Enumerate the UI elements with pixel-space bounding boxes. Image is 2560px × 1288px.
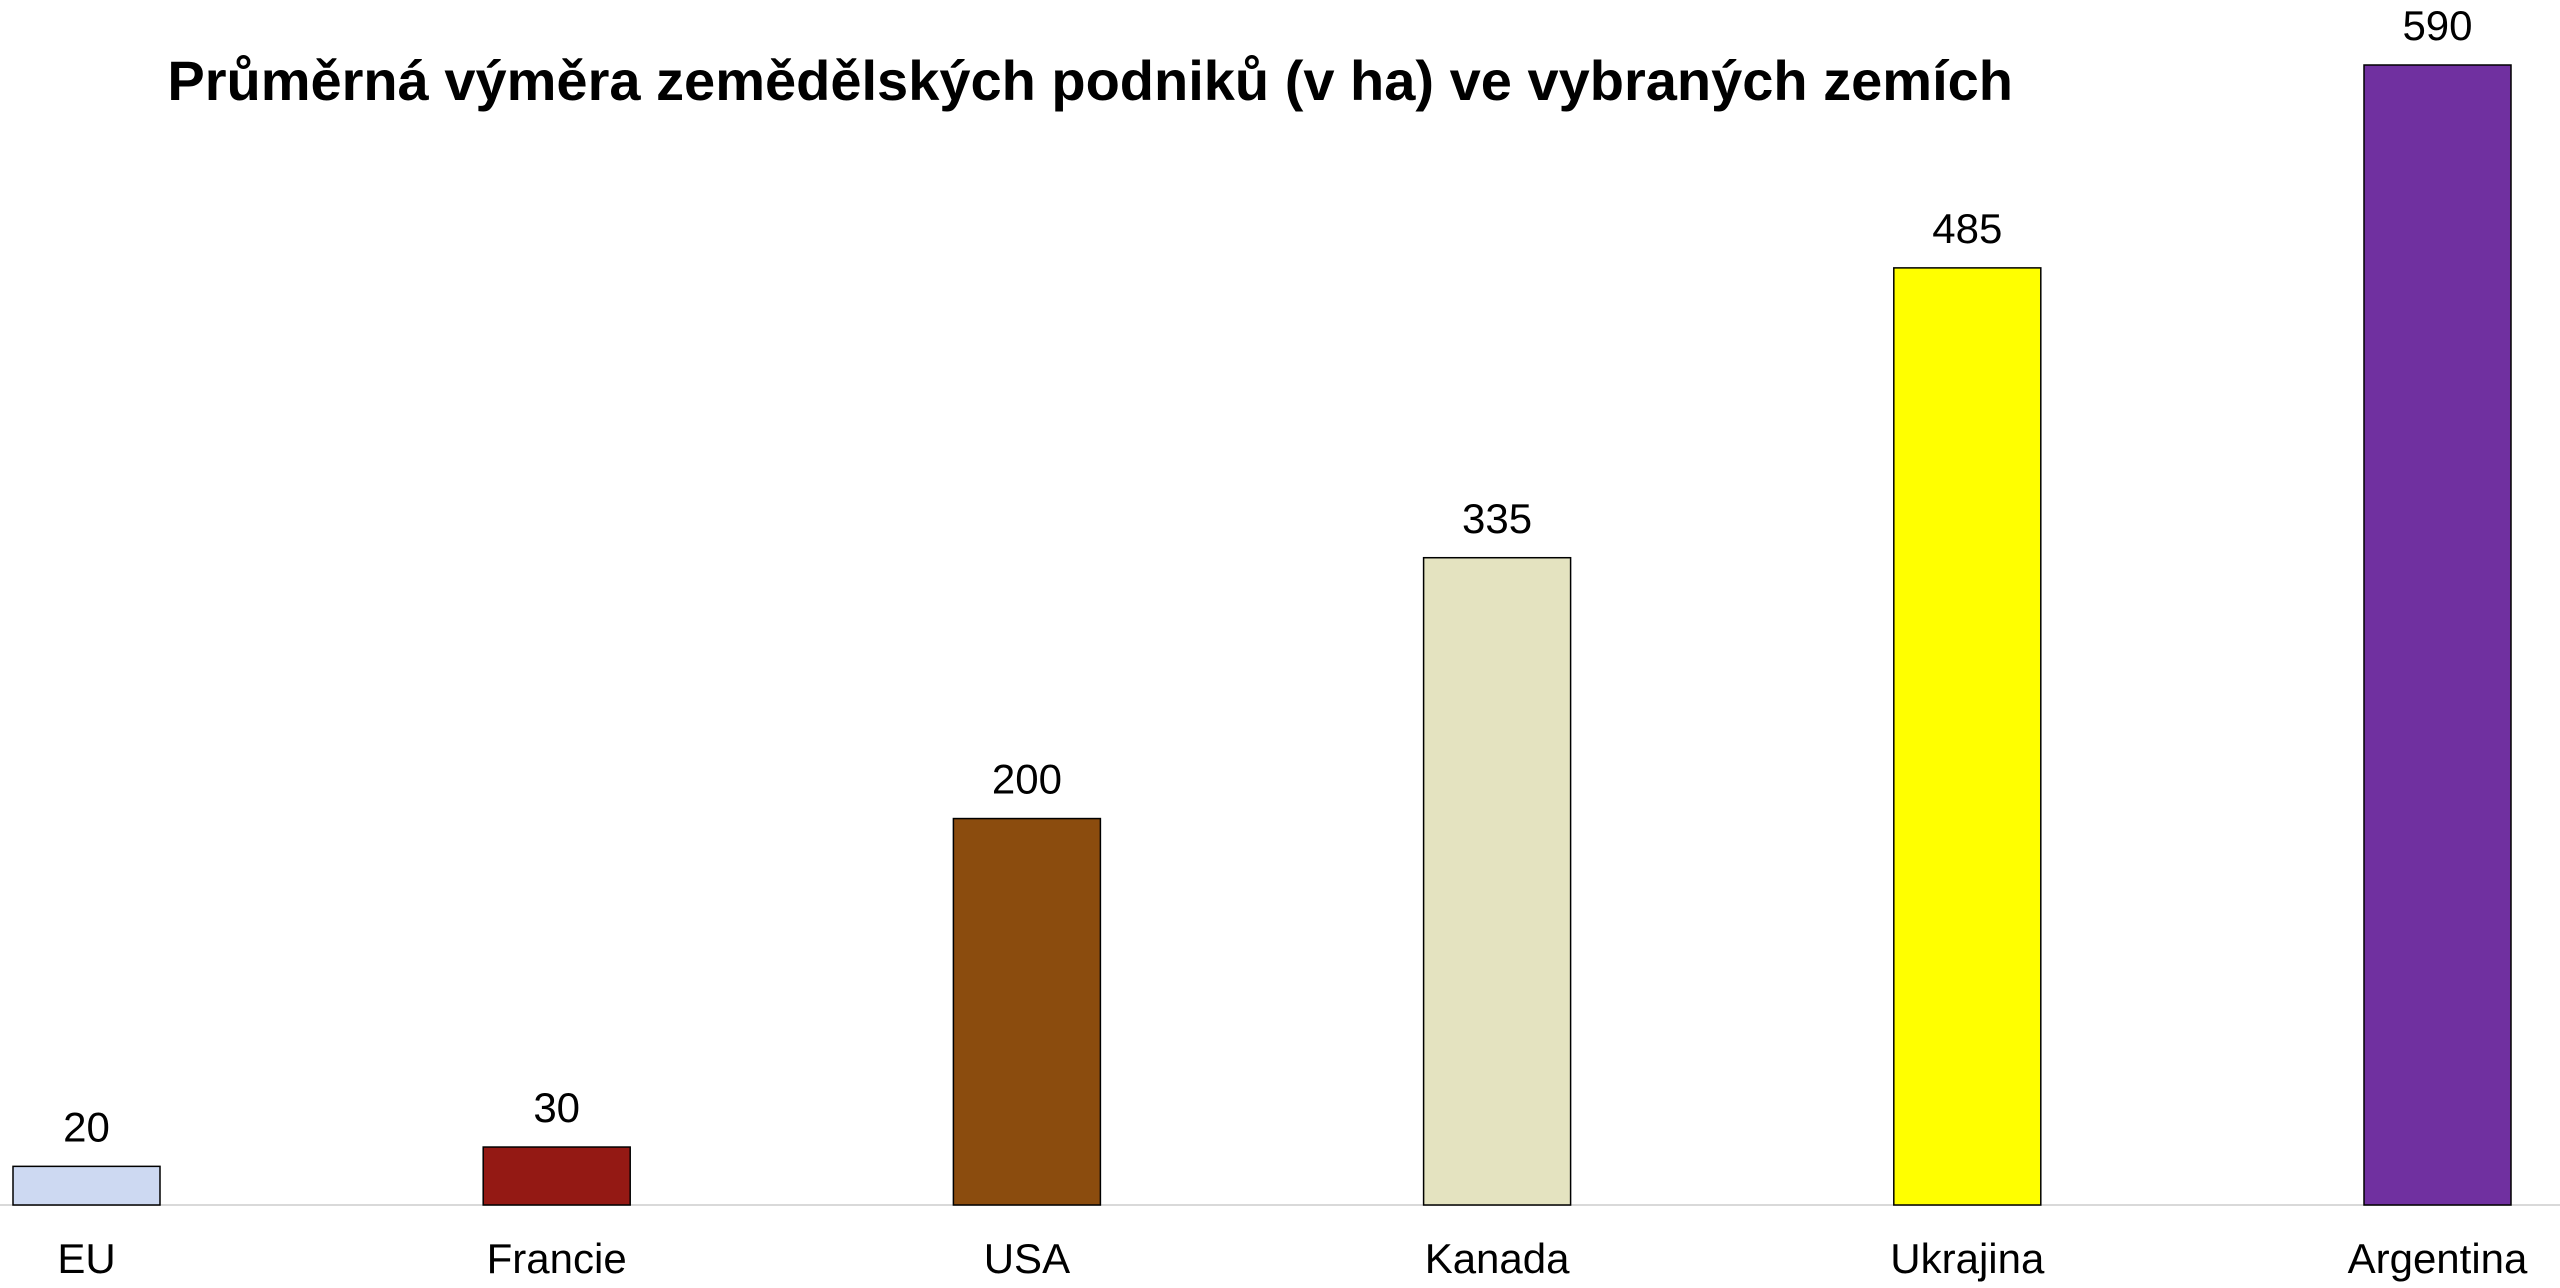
value-label: 335 <box>1462 495 1532 542</box>
x-tick-label: Ukrajina <box>1890 1235 2045 1282</box>
bar <box>482 1146 631 1206</box>
bar <box>952 817 1102 1206</box>
chart-title: Průměrná výměra zemědělských podniků (v … <box>167 49 2013 112</box>
value-label: 30 <box>533 1084 580 1131</box>
value-label: 590 <box>2402 2 2472 49</box>
value-label: 485 <box>1932 205 2002 252</box>
bar <box>2363 64 2512 1206</box>
value-label: 200 <box>992 756 1062 803</box>
x-tick-label: EU <box>57 1235 115 1282</box>
value-label: 20 <box>63 1103 110 1150</box>
bar <box>12 1165 161 1206</box>
bar <box>1893 267 2042 1206</box>
bar <box>1422 556 1572 1206</box>
x-tick-label: Kanada <box>1425 1235 1570 1282</box>
x-tick-label: Francie <box>487 1235 627 1282</box>
x-tick-label: Argentina <box>2348 1235 2528 1282</box>
x-tick-label: USA <box>984 1235 1070 1282</box>
